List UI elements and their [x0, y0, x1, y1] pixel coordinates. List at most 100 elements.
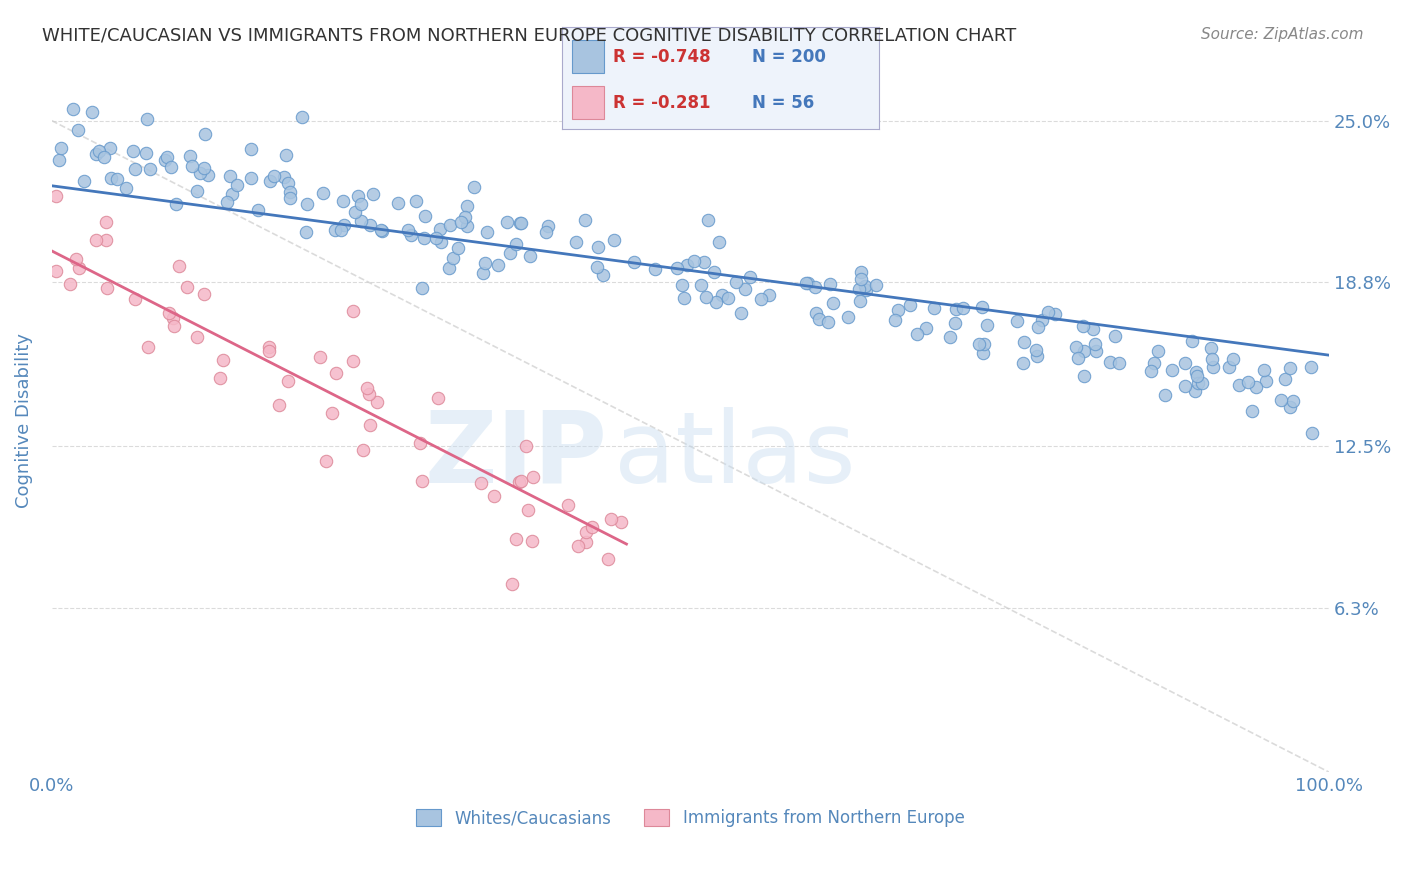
Point — [221, 186, 243, 201]
Point — [49, 141, 72, 155]
Point — [586, 260, 609, 275]
Point — [952, 301, 974, 316]
Point — [1218, 360, 1240, 375]
Point — [291, 111, 314, 125]
Point — [48, 153, 70, 167]
Point — [1036, 305, 1059, 319]
Point — [96, 215, 118, 229]
Point — [176, 280, 198, 294]
Point — [413, 209, 436, 223]
Point — [817, 315, 839, 329]
Point — [387, 195, 409, 210]
Point — [181, 160, 204, 174]
Point — [1254, 374, 1277, 388]
Point — [1187, 376, 1209, 390]
Point — [498, 246, 520, 260]
Point — [522, 470, 544, 484]
Point — [501, 576, 523, 591]
Point — [623, 255, 645, 269]
Point — [396, 222, 419, 236]
Point — [439, 218, 461, 232]
Point — [1161, 363, 1184, 377]
Point — [257, 339, 280, 353]
Point — [758, 288, 780, 302]
Point — [600, 512, 623, 526]
Point — [1244, 379, 1267, 393]
Point — [167, 259, 190, 273]
Point — [411, 281, 433, 295]
Point — [823, 295, 845, 310]
Point — [1279, 400, 1302, 414]
Point — [277, 374, 299, 388]
Point — [820, 277, 842, 291]
Point — [124, 293, 146, 307]
Point — [1153, 388, 1175, 402]
Point — [610, 515, 633, 529]
Point — [1187, 369, 1209, 384]
Bar — [572, 40, 603, 73]
Point — [849, 294, 872, 309]
Point — [366, 394, 388, 409]
Point — [325, 366, 347, 380]
Point — [808, 311, 831, 326]
Point — [749, 292, 772, 306]
Point — [1201, 352, 1223, 367]
Point — [359, 417, 381, 432]
Point — [257, 344, 280, 359]
Point — [673, 291, 696, 305]
Point — [682, 253, 704, 268]
Point — [837, 310, 859, 325]
Point — [342, 353, 364, 368]
Point — [1026, 319, 1049, 334]
Point — [430, 235, 453, 249]
Point — [411, 474, 433, 488]
Point — [970, 300, 993, 314]
Y-axis label: Cognitive Disability: Cognitive Disability — [15, 333, 32, 508]
Point — [225, 178, 247, 193]
Point — [534, 225, 557, 239]
Point — [346, 188, 368, 202]
Point — [73, 174, 96, 188]
Point — [1237, 375, 1260, 389]
Point — [474, 256, 496, 270]
Point — [505, 532, 527, 546]
Point — [1185, 365, 1208, 379]
Point — [344, 205, 367, 219]
Point — [156, 150, 179, 164]
Point — [1140, 364, 1163, 378]
Point — [157, 305, 180, 319]
Point — [208, 370, 231, 384]
Point — [1202, 359, 1225, 374]
Point — [429, 222, 451, 236]
Point — [179, 149, 201, 163]
Point — [153, 153, 176, 167]
Point — [1222, 351, 1244, 366]
Point — [905, 327, 928, 342]
Point — [574, 212, 596, 227]
Text: R = -0.748: R = -0.748 — [613, 47, 710, 65]
Point — [197, 168, 219, 182]
Point — [107, 171, 129, 186]
Point — [359, 219, 381, 233]
Point — [557, 498, 579, 512]
Point — [325, 222, 347, 236]
Point — [408, 436, 430, 450]
Point — [1073, 344, 1095, 359]
Point — [1174, 379, 1197, 393]
Point — [922, 301, 945, 315]
Text: N = 56: N = 56 — [752, 94, 814, 112]
Point — [447, 241, 470, 255]
Point — [437, 261, 460, 276]
Point — [162, 310, 184, 325]
Point — [427, 392, 450, 406]
Point — [796, 277, 818, 291]
Point — [1147, 343, 1170, 358]
Point — [94, 233, 117, 247]
Point — [515, 439, 537, 453]
Point — [1199, 341, 1222, 355]
Point — [45, 264, 67, 278]
Point — [695, 290, 717, 304]
Point — [1301, 426, 1323, 441]
Point — [96, 281, 118, 295]
Point — [1253, 363, 1275, 377]
